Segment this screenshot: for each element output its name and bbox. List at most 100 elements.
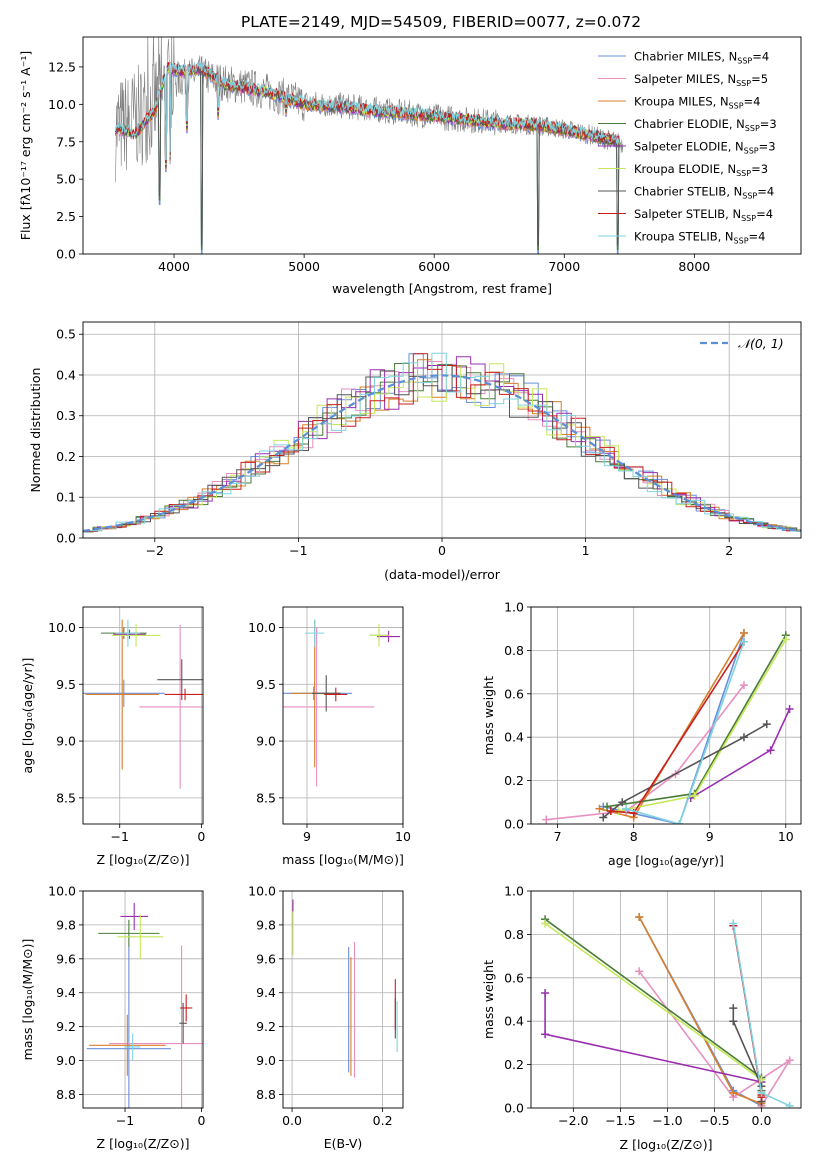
spectrum-ylabel: Flux [fλ10⁻¹⁷ erg cm⁻² s⁻¹ A⁻¹] [18,51,33,240]
z_vs_age-ytick-label: 9.0 [56,734,76,749]
age_vs_weight-ylabel: mass weight [481,676,496,755]
weight-marker-kroupa-stelib [729,919,738,928]
weight-marker-chabrier-stelib [618,798,627,807]
residuals-ytick-label: 0.0 [56,531,76,546]
weight-line-salpeter-miles [546,684,745,821]
figure-title: PLATE=2149, MJD=54509, FIBERID=0077, z=0… [241,13,641,31]
weight-line-chabrier-stelib [602,723,768,819]
spectrum-ytick-label: 0.0 [56,247,76,262]
weight-marker-kroupa-stelib [739,637,748,646]
spectrum-ytick-label: 2.5 [56,209,76,224]
weight-marker-kroupa-elodie [690,791,699,800]
normal-reference-curve [83,374,801,532]
residuals-ytick-label: 0.3 [56,408,76,423]
z_vs_weight-ytick-label: 1.0 [504,884,524,899]
ebv_vs_mass-ytick-label: 10.0 [248,884,276,899]
z_vs_age-ytick-label: 10.0 [48,620,76,635]
spectrum-xtick-label: 6000 [418,259,450,274]
ebv_vs_mass-axes: 0.0 0.2 8.8 9.0 9.2 9.4 9.6 9.8 10.0 E(B-V) [248,884,404,1151]
residual-histogram-salpeter-elodie [83,356,801,532]
point-kroupa-elodie [369,624,389,647]
point-salpeter-elodie [120,902,148,930]
z_vs_weight-plot-area [541,913,794,1108]
legend-label-salpeter-miles: Salpeter MILES, NSSP=5 [634,72,768,88]
point-salpeter-elodie [113,629,146,639]
weight-marker-salpeter-miles [635,967,644,976]
z_vs_age-xtick-label: 0 [197,829,205,844]
weight-marker-chabrier-stelib [729,1017,738,1026]
age_vs_weight-ytick-label: 0.0 [504,817,524,832]
point-kroupa-miles [89,1014,166,1076]
residuals-xtick-label: −1 [289,543,307,558]
weight-line-kroupa-stelib [625,641,745,824]
mass_vs_age-xtick-label: 9 [303,829,311,844]
z_vs_mass-ytick-label: 9.2 [56,1019,76,1034]
residuals-xtick-label: −2 [146,543,164,558]
residuals-ytick-label: 0.4 [56,367,76,382]
residuals-xtick-label: 2 [725,543,733,558]
spectrum-ytick-label: 7.5 [56,134,76,149]
z_vs_weight-xtick-label: −1.5 [605,1113,635,1128]
point-salpeter-stelib [180,994,193,1022]
legend-label-chabrier-miles: Chabrier MILES, NSSP=4 [634,50,769,66]
z_vs_mass-ytick-label: 8.8 [56,1087,76,1102]
ebv_vs_mass-xlabel: E(B-V) [324,1136,363,1151]
weight-marker-kroupa-stelib [757,1088,766,1097]
spectrum-xtick-label: 8000 [678,259,710,274]
age_vs_weight-ytick-label: 0.2 [504,773,524,788]
weight-marker-chabrier-stelib [599,813,608,822]
weight-marker-chabrier-stelib [762,720,771,729]
spectrum-xlabel: wavelength [Angstrom, rest frame] [332,281,552,296]
ebv_vs_mass-ytick-label: 9.0 [256,1053,276,1068]
age_vs_weight-xtick-label: 7 [554,829,562,844]
weight-marker-chabrier-elodie [603,802,612,811]
point-chabrier-miles [83,679,165,707]
weight-marker-salpeter-stelib [606,806,615,815]
weight-marker-chabrier-stelib [729,1004,738,1013]
residuals-ylabel: Normed distribution [28,368,43,493]
point-salpeter-stelib [164,688,203,701]
z_vs_age-ytick-label: 8.5 [56,790,76,805]
weight-marker-salpeter-elodie [766,746,775,755]
mass_vs_age-ytick-label: 9.0 [256,734,276,749]
z_vs_age-frame [82,606,204,825]
age_vs_weight-axes: 7 8 9 10 0.0 0.2 0.4 0.6 0.8 1.0 age [log₁₀(age/yr… [481,600,802,868]
z_vs_mass-xtick-label: 0 [197,1113,205,1128]
weight-marker-kroupa-stelib [622,804,631,813]
mass_vs_age-ytick-label: 9.5 [256,677,276,692]
point-salpeter-elodie [377,630,401,643]
z_vs_weight-ylabel: mass weight [481,960,496,1039]
legend-label-salpeter-stelib: Salpeter STELIB, NSSP=4 [634,207,773,223]
spectrum-ytick-label: 10.0 [48,97,76,112]
residuals-xtick-label: 1 [582,543,590,558]
z_vs_weight-ytick-label: 0.2 [504,1057,524,1072]
mass_vs_age-ytick-label: 10.0 [248,620,276,635]
mass_vs_age-axes: 9 10 8.5 9.0 9.5 10.0 mass [log₁₀(M/M⊙)] [248,606,411,867]
weight-marker-kroupa-miles [635,913,644,922]
mass_vs_age-frame [282,606,404,825]
point-chabrier-stelib [179,1002,187,1044]
z_vs_weight-xtick-label: −1.0 [652,1113,682,1128]
point-kroupa-elodie [111,624,161,647]
mass_vs_age-plot-area [283,619,401,787]
z_vs_age-plot-area [83,619,203,789]
residuals-xtick-label: 0 [438,543,446,558]
z_vs_weight-axes: −2.0 −1.5 −1.0 −0.5 0.0 0.0 0.2 0.4 0.6 0.8 1.0 Z [… [481,884,802,1152]
weight-marker-salpeter-elodie [541,988,550,997]
point-chabrier-miles [86,946,171,1108]
spectrum-legend: Chabrier MILES, NSSP=4 Salpeter MILES, NS… [598,50,777,246]
point-salpeter-miles [283,627,375,787]
age_vs_weight-xtick-label: 8 [630,829,638,844]
ebv_vs_mass-plot-area [292,899,398,1078]
z_vs_weight-xtick-label: −2.0 [558,1113,588,1128]
point-kroupa-stelib [125,1033,141,1061]
weight-marker-kroupa-elodie [541,919,550,928]
z_vs_age-xtick-label: −1 [111,829,129,844]
z_vs_mass-plot-area [86,902,203,1108]
weight-marker-salpeter-miles [739,681,748,690]
age_vs_weight-ytick-label: 0.6 [504,686,524,701]
point-kroupa-elodie [117,914,164,959]
weight-marker-salpeter-elodie [785,704,794,713]
spectrum-ytick-label: 12.5 [48,59,76,74]
point-salpeter-miles [139,625,203,789]
